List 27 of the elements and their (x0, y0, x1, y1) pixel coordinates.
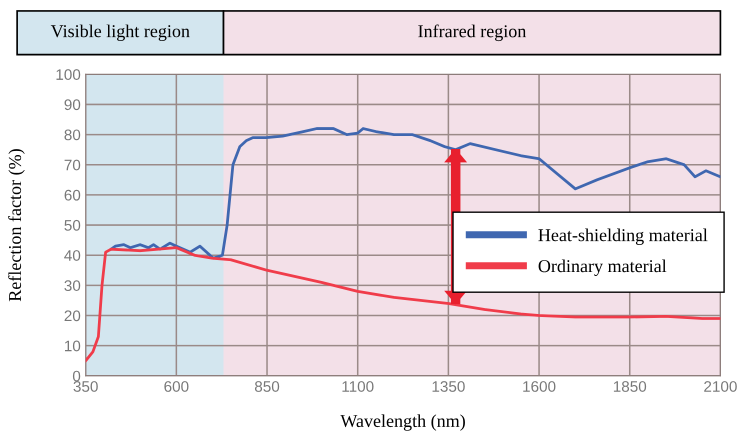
y-tick-label: 40 (64, 250, 80, 261)
x-tick-label: 600 (164, 381, 188, 392)
line-series (110, 127, 720, 260)
y-tick-label: 90 (64, 99, 80, 110)
x-tick-label: 850 (254, 381, 280, 392)
x-tick-label: 1850 (614, 381, 646, 392)
x-axis-title: Wavelength (nm) (340, 414, 465, 431)
x-tick-label: 1600 (523, 381, 556, 392)
y-tick-label: 30 (64, 280, 80, 292)
y-axis-title: Reflection factor (%) (8, 149, 25, 302)
x-tick-label: 1100 (342, 381, 374, 392)
x-tick-label: 350 (74, 381, 98, 392)
y-tick-label: 70 (64, 160, 80, 170)
line-series (86, 246, 720, 362)
y-tick-label: 80 (64, 129, 80, 140)
y-tick-label: 10 (64, 340, 80, 352)
x-tick-label: 1350 (432, 381, 465, 392)
y-tick-label: 0 (72, 370, 80, 382)
band-label: Visible light region (50, 24, 190, 41)
x-tick-label: 2100 (704, 381, 737, 392)
legend-label: Heat-shielding material (538, 228, 708, 245)
legend-label: Ordinary material (538, 260, 666, 276)
y-tick-label: 20 (64, 310, 80, 322)
band-label: Infrared region (418, 24, 526, 42)
y-tick-label: 60 (64, 190, 80, 201)
y-tick-label: 50 (64, 220, 80, 231)
y-tick-label: 100 (56, 69, 80, 80)
